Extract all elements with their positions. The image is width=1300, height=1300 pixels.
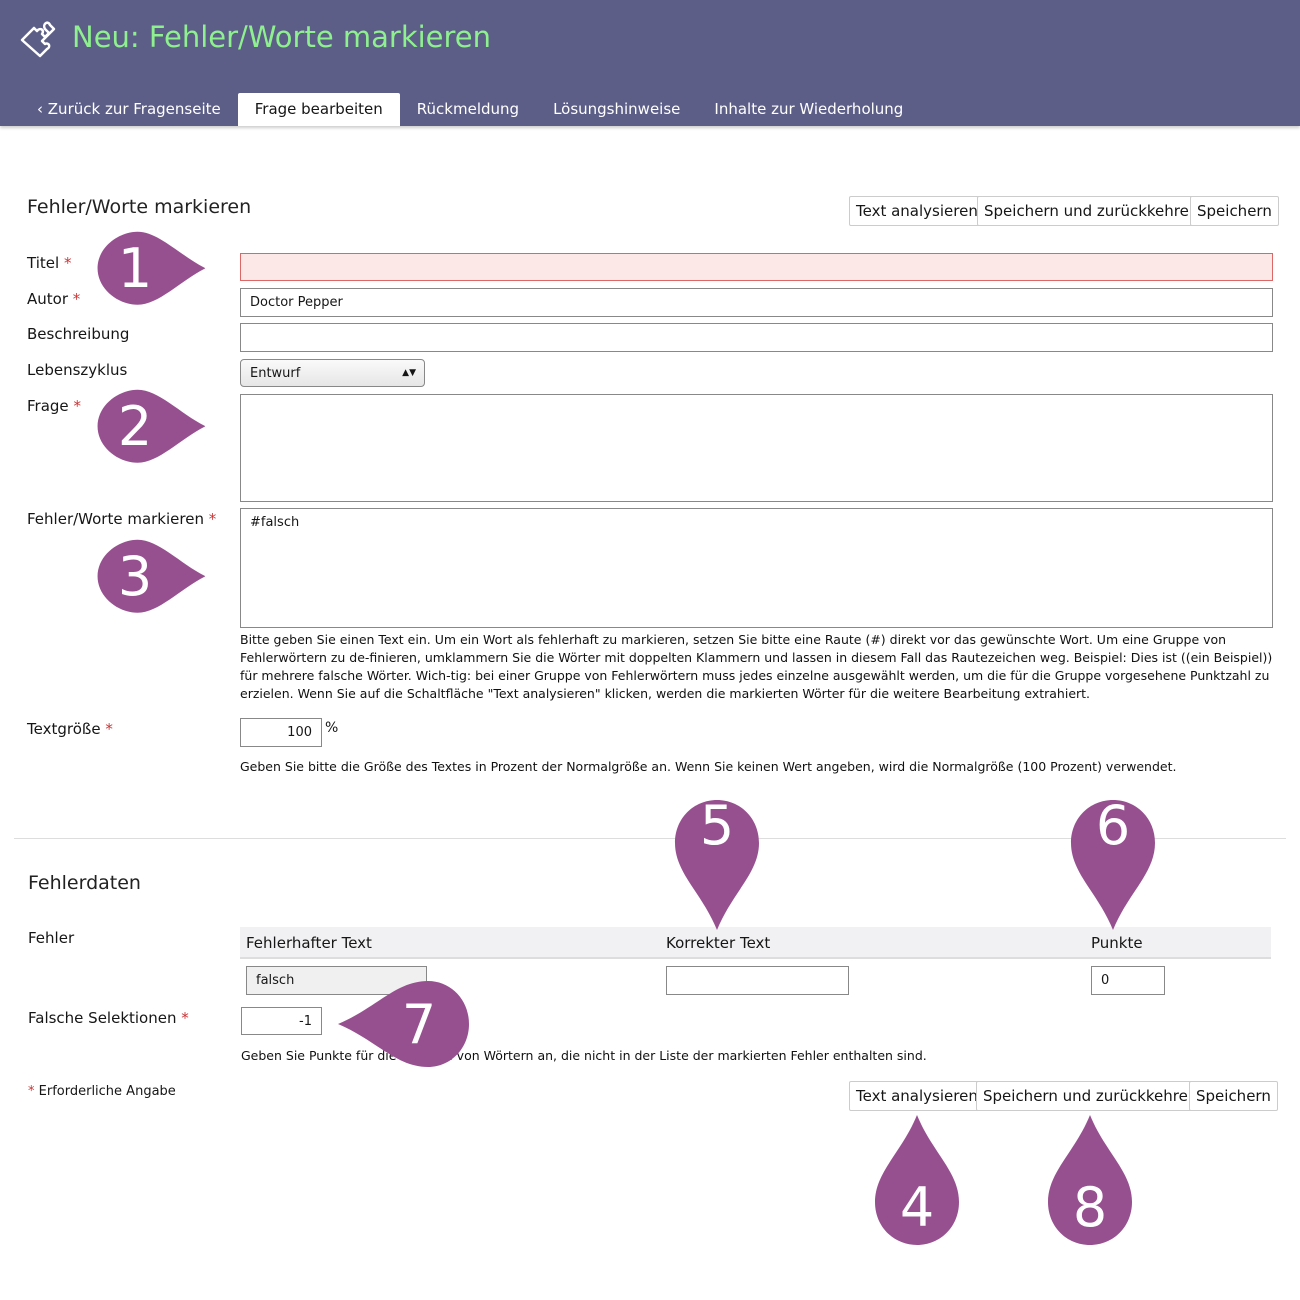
- marker-8: 8: [1035, 1112, 1145, 1247]
- marker-3: 3: [95, 521, 205, 631]
- points-input[interactable]: 0: [1091, 966, 1165, 995]
- frage-label: Frage *: [27, 397, 81, 415]
- tab-label: Zurück zur Fragenseite: [47, 100, 221, 118]
- marker-4: 4: [862, 1112, 972, 1247]
- autor-label: Autor *: [27, 290, 81, 308]
- fehlerworte-help: Bitte geben Sie einen Text ein. Um ein W…: [240, 632, 1273, 701]
- marker-1: 1: [95, 213, 205, 323]
- col-korrekter-text: Korrekter Text: [666, 934, 771, 952]
- beschreibung-input[interactable]: [240, 323, 1273, 352]
- tab-frage-bearbeiten[interactable]: Frage bearbeiten: [237, 93, 400, 126]
- wrong-text-input[interactable]: falsch: [246, 966, 427, 995]
- puzzle-icon: [20, 21, 56, 58]
- save-return-button-bottom[interactable]: Speichern und zurückkehren: [976, 1081, 1205, 1111]
- beschreibung-label: Beschreibung: [27, 325, 130, 343]
- textgroesse-help: Geben Sie bitte die Größe des Textes in …: [240, 759, 1177, 774]
- page-title: Neu: Fehler/Worte markieren: [72, 20, 492, 54]
- lebenszyklus-label: Lebenszyklus: [27, 361, 128, 379]
- titel-label: Titel *: [27, 254, 72, 272]
- save-button[interactable]: Speichern: [1190, 196, 1279, 226]
- fehlerworte-label: Fehler/Worte markieren *: [27, 510, 217, 528]
- select-arrows-icon: ▲▼: [402, 368, 416, 378]
- tab-back[interactable]: ‹ Zurück zur Fragenseite: [37, 100, 221, 118]
- marker-2: 2: [95, 371, 205, 481]
- lebenszyklus-select[interactable]: Entwurf ▲▼: [240, 359, 425, 387]
- select-value: Entwurf: [250, 365, 301, 381]
- save-return-button[interactable]: Speichern und zurückkehren: [977, 196, 1206, 226]
- marker-5: 5: [662, 794, 772, 933]
- tab-wiederholung[interactable]: Inhalte zur Wiederholung: [714, 100, 904, 118]
- correct-text-input[interactable]: [666, 966, 849, 995]
- analyze-button[interactable]: Text analysieren: [849, 196, 985, 226]
- falsche-input[interactable]: -1: [241, 1007, 322, 1035]
- titel-input[interactable]: [240, 253, 1273, 281]
- table-header: [240, 927, 1271, 959]
- tab-loesungshinweise[interactable]: Lösungshinweise: [553, 100, 681, 118]
- textgroesse-input[interactable]: 100: [240, 718, 322, 747]
- required-note: * Erforderliche Angabe: [28, 1084, 176, 1099]
- falsche-label: Falsche Selektionen *: [28, 1009, 189, 1027]
- tab-bar: ‹ Zurück zur Fragenseite Frage bearbeite…: [20, 93, 920, 126]
- autor-input[interactable]: Doctor Pepper: [240, 288, 1273, 317]
- marker-6: 6: [1058, 794, 1168, 933]
- header: Neu: Fehler/Worte markieren ‹ Zurück zur…: [0, 0, 1300, 126]
- fehlerdaten-heading: Fehlerdaten: [28, 872, 141, 894]
- save-button-bottom[interactable]: Speichern: [1189, 1081, 1278, 1111]
- fehlerworte-textarea[interactable]: #falsch: [240, 508, 1273, 628]
- textgroesse-label: Textgröße *: [27, 720, 113, 738]
- percent-unit: %: [325, 720, 339, 736]
- col-fehlerhafter-text: Fehlerhafter Text: [246, 934, 372, 952]
- frage-textarea[interactable]: [240, 394, 1273, 502]
- col-punkte: Punkte: [1091, 934, 1143, 952]
- form-heading: Fehler/Worte markieren: [27, 196, 252, 218]
- analyze-button-bottom[interactable]: Text analysieren: [849, 1081, 985, 1111]
- fehler-label: Fehler: [28, 929, 75, 947]
- divider: [14, 838, 1286, 839]
- tab-rueckmeldung[interactable]: Rückmeldung: [416, 100, 520, 118]
- marker-7: 7: [336, 978, 472, 1070]
